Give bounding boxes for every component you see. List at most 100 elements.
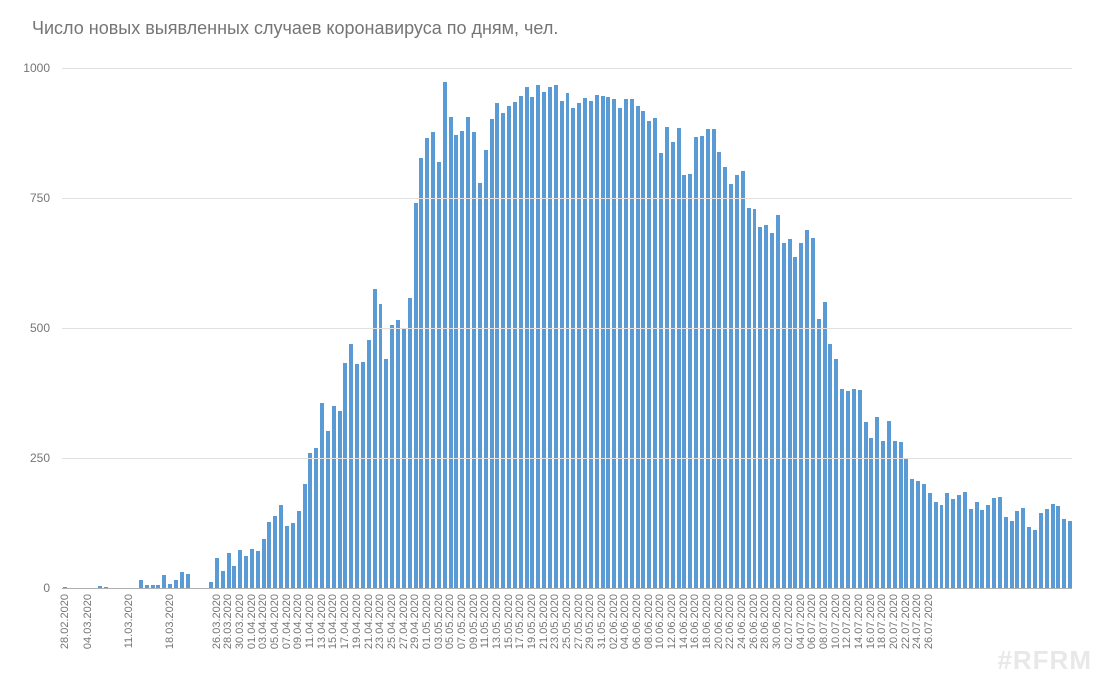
x-tick-label: 07.04.2020 <box>281 594 293 649</box>
bar <box>437 162 441 588</box>
x-tick-label: 29.04.2020 <box>409 594 421 649</box>
y-tick-label: 0 <box>0 581 50 595</box>
bar <box>723 167 727 588</box>
bar <box>466 117 470 588</box>
x-tick-label: 16.06.2020 <box>689 594 701 649</box>
bar <box>595 95 599 588</box>
bar <box>875 417 879 588</box>
x-tick-label: 03.05.2020 <box>433 594 445 649</box>
x-tick-label: 25.05.2020 <box>561 594 573 649</box>
bar <box>373 289 377 588</box>
bar <box>478 183 482 588</box>
bar <box>636 106 640 588</box>
bar <box>630 99 634 588</box>
bar <box>530 97 534 588</box>
bar <box>747 208 751 588</box>
x-tick-label: 21.05.2020 <box>538 594 550 649</box>
bar <box>940 505 944 588</box>
bar <box>770 233 774 588</box>
x-tick-label: 15.04.2020 <box>327 594 339 649</box>
bar <box>273 516 277 588</box>
bar <box>513 102 517 588</box>
bar <box>671 142 675 588</box>
bar <box>741 171 745 588</box>
x-tick-label: 12.06.2020 <box>666 594 678 649</box>
x-tick-label: 26.07.2020 <box>923 594 935 649</box>
bar <box>501 113 505 588</box>
x-tick-label: 22.07.2020 <box>900 594 912 649</box>
bar <box>992 498 996 588</box>
bar <box>250 549 254 588</box>
bar <box>934 502 938 588</box>
x-tick-label: 23.04.2020 <box>374 594 386 649</box>
x-tick-label: 14.07.2020 <box>853 594 865 649</box>
x-tick-label: 29.05.2020 <box>584 594 596 649</box>
bar <box>1062 519 1066 588</box>
bar <box>1004 517 1008 588</box>
x-tick-label: 04.07.2020 <box>795 594 807 649</box>
x-tick-label: 24.07.2020 <box>911 594 923 649</box>
bar <box>297 511 301 588</box>
x-tick-label: 19.04.2020 <box>351 594 363 649</box>
bar <box>285 526 289 588</box>
bar <box>980 510 984 588</box>
bar <box>490 119 494 588</box>
bar <box>735 175 739 588</box>
x-tick-label: 03.04.2020 <box>257 594 269 649</box>
bar <box>828 344 832 588</box>
bar <box>1056 506 1060 588</box>
x-tick-label: 11.03.2020 <box>123 594 135 648</box>
bar <box>729 184 733 588</box>
bar <box>314 448 318 588</box>
bar <box>1045 509 1049 588</box>
x-tick-label: 08.07.2020 <box>818 594 830 649</box>
bar <box>1068 521 1072 588</box>
bar <box>928 493 932 588</box>
x-tick-label: 05.05.2020 <box>444 594 456 649</box>
bar <box>338 411 342 588</box>
plot-area <box>62 68 1072 588</box>
x-tick-label: 14.06.2020 <box>678 594 690 649</box>
bar <box>472 132 476 588</box>
bar <box>840 389 844 588</box>
bar <box>583 98 587 588</box>
x-tick-label: 24.06.2020 <box>736 594 748 649</box>
bar <box>326 431 330 588</box>
x-tick-label: 28.03.2020 <box>222 594 234 649</box>
y-axis: 02505007501000 <box>0 68 56 588</box>
bar <box>846 391 850 588</box>
x-tick-label: 06.07.2020 <box>806 594 818 649</box>
x-tick-label: 21.04.2020 <box>363 594 375 649</box>
bar <box>823 302 827 588</box>
x-tick-label: 20.06.2020 <box>713 594 725 649</box>
bar <box>267 522 271 588</box>
x-tick-label: 01.05.2020 <box>421 594 433 649</box>
x-tick-label: 30.03.2020 <box>234 594 246 649</box>
bar <box>858 390 862 588</box>
x-tick-label: 23.05.2020 <box>549 594 561 649</box>
bar <box>560 101 564 588</box>
x-tick-label: 26.03.2020 <box>211 594 223 649</box>
bar <box>659 153 663 588</box>
x-tick-label: 18.06.2020 <box>701 594 713 649</box>
bar <box>589 101 593 588</box>
bar <box>139 580 143 588</box>
bar <box>419 158 423 588</box>
bar <box>244 556 248 588</box>
x-tick-label: 28.06.2020 <box>759 594 771 649</box>
y-tick-label: 250 <box>0 451 50 465</box>
bar <box>525 87 529 588</box>
bar <box>186 574 190 588</box>
bar <box>606 97 610 588</box>
bar <box>332 406 336 588</box>
bar <box>431 132 435 588</box>
bar <box>519 96 523 588</box>
bar <box>408 298 412 588</box>
bar <box>542 92 546 588</box>
x-tick-label: 06.06.2020 <box>631 594 643 649</box>
bar <box>1015 511 1019 588</box>
bar <box>969 509 973 588</box>
x-tick-label: 18.07.2020 <box>876 594 888 649</box>
bar <box>945 493 949 588</box>
bar <box>414 203 418 588</box>
